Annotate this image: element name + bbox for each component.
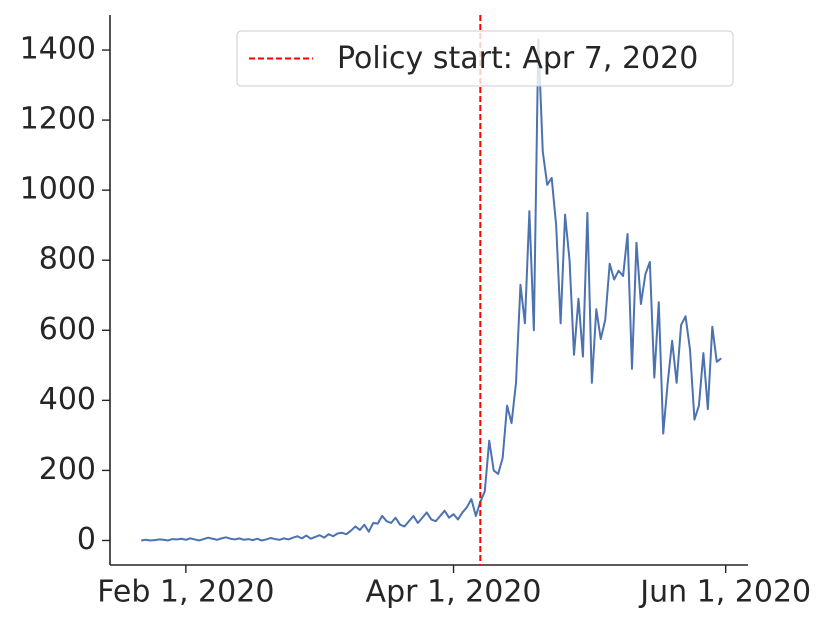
y-tick-label: 200 [39,452,96,487]
y-tick-label: 0 [77,522,96,557]
y-tick-label: 1400 [20,32,96,67]
x-tick-label: Feb 1, 2020 [97,575,274,610]
y-tick-label: 1000 [20,172,96,207]
y-tick-label: 600 [39,312,96,347]
legend-label: Policy start: Apr 7, 2020 [337,41,698,76]
y-tick-label: 800 [39,242,96,277]
data-line [141,38,722,542]
legend-box [236,30,734,87]
y-tick-label: 400 [39,382,96,417]
x-tick-label: Jun 1, 2020 [638,575,811,610]
y-tick-label: 1200 [20,102,96,137]
x-tick-label: Apr 1, 2020 [366,575,542,610]
